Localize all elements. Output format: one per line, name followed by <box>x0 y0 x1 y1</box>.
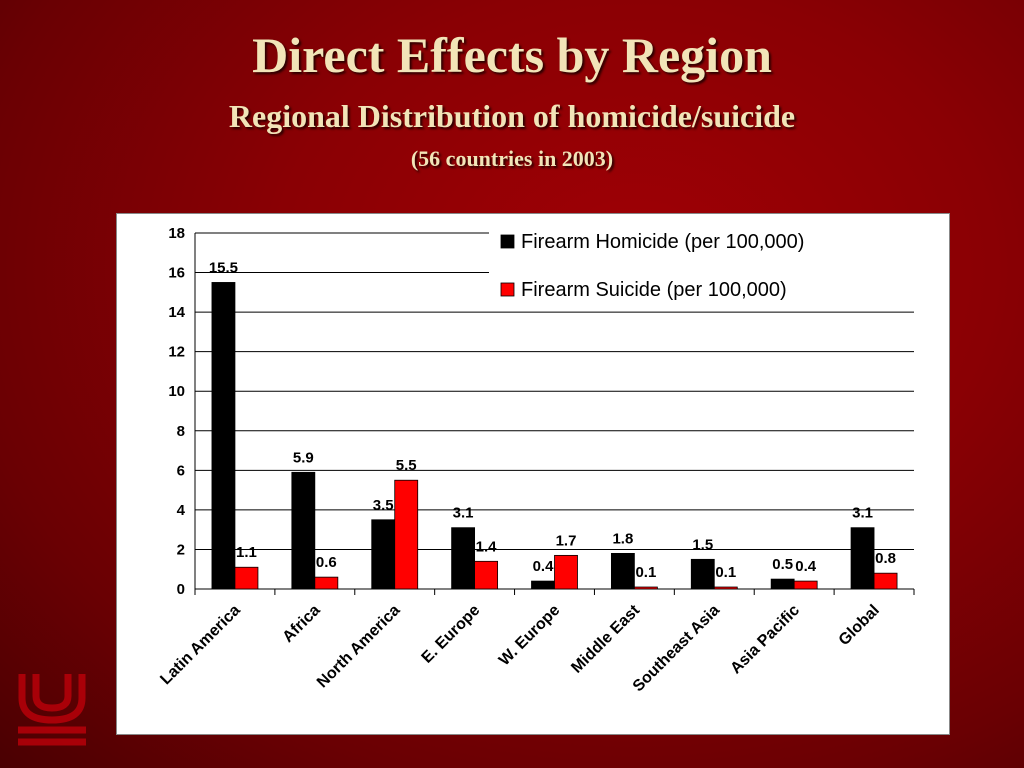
data-label-suicide: 1.4 <box>476 538 498 555</box>
slide-note: (56 countries in 2003) <box>410 146 614 171</box>
x-category-label: Middle East <box>568 601 643 676</box>
legend-swatch <box>500 234 515 249</box>
x-category-label: North America <box>314 602 404 692</box>
data-label-homicide: 15.5 <box>209 259 238 276</box>
y-tick-label: 4 <box>177 502 186 519</box>
bar-suicide <box>394 479 419 590</box>
data-label-homicide: 3.1 <box>852 505 873 522</box>
y-tick-label: 14 <box>168 304 185 321</box>
data-label-homicide: 0.5 <box>772 556 793 573</box>
y-tick-label: 12 <box>168 344 185 361</box>
x-category-label: Latin America <box>157 602 243 688</box>
bar-homicide <box>451 527 476 590</box>
bar-suicide <box>234 566 259 590</box>
bar-suicide <box>474 560 499 590</box>
bar-homicide <box>850 527 875 590</box>
x-category-label: Southeast Asia <box>630 602 723 695</box>
bar-homicide <box>770 578 795 590</box>
slide-title: Direct Effects by Region <box>252 27 772 83</box>
data-label-suicide: 0.6 <box>316 554 337 571</box>
data-label-suicide: 0.1 <box>715 564 736 581</box>
legend-entry: Firearm Suicide (per 100,000) <box>521 279 787 301</box>
y-tick-label: 18 <box>168 225 185 242</box>
data-label-suicide: 0.4 <box>795 558 817 575</box>
legend-entry: Firearm Homicide (per 100,000) <box>521 231 804 253</box>
x-category-label: W. Europe <box>496 602 563 669</box>
bar-homicide <box>610 552 635 590</box>
bar-suicide <box>314 576 339 590</box>
slide-subtitle: Regional Distribution of homicide/suicid… <box>228 98 796 134</box>
bar-suicide <box>554 554 578 590</box>
bar-homicide <box>371 519 396 590</box>
data-label-homicide: 5.9 <box>293 449 314 466</box>
y-tick-label: 6 <box>177 462 185 479</box>
data-label-suicide: 0.8 <box>875 550 896 567</box>
bar-homicide <box>690 558 715 590</box>
x-category-label: E. Europe <box>419 602 484 667</box>
data-label-homicide: 1.8 <box>612 530 633 547</box>
bar-homicide <box>211 282 236 590</box>
data-label-suicide: 5.5 <box>396 457 417 474</box>
data-label-suicide: 1.1 <box>236 544 257 561</box>
x-category-label: Global <box>836 602 883 649</box>
bar-suicide <box>793 580 818 590</box>
y-tick-label: 10 <box>168 383 185 400</box>
institution-logo-icon <box>18 674 86 746</box>
bar-suicide <box>633 586 658 590</box>
chart-panel: 0 2 4 6 8 10 12 14 16 18 15.5 1.1 Latin America 5.9 0.… <box>116 213 950 735</box>
y-tick-label: 0 <box>177 581 185 598</box>
bar-suicide <box>713 586 738 590</box>
data-label-suicide: 0.1 <box>635 564 656 581</box>
bar-chart: 0 2 4 6 8 10 12 14 16 18 15.5 1.1 Latin America 5.9 0.… <box>157 225 915 695</box>
y-tick-label: 16 <box>168 265 185 282</box>
data-label-homicide: 3.5 <box>373 497 394 514</box>
y-tick-label: 8 <box>177 423 185 440</box>
x-category-label: Africa <box>280 602 324 646</box>
bar-homicide <box>291 471 316 590</box>
data-label-suicide: 1.7 <box>556 532 577 549</box>
legend-swatch <box>500 282 515 297</box>
x-category-label: Asia Pacific <box>727 602 803 678</box>
y-tick-label: 2 <box>177 541 185 558</box>
bar-homicide <box>531 580 555 590</box>
data-label-homicide: 3.1 <box>453 505 474 522</box>
bar-suicide <box>873 572 898 590</box>
data-label-homicide: 1.5 <box>692 536 713 553</box>
data-label-homicide: 0.4 <box>533 558 555 575</box>
